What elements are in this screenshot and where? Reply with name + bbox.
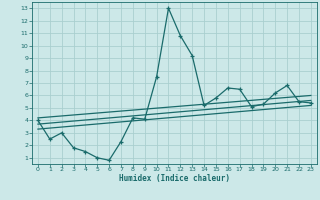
X-axis label: Humidex (Indice chaleur): Humidex (Indice chaleur): [119, 174, 230, 183]
